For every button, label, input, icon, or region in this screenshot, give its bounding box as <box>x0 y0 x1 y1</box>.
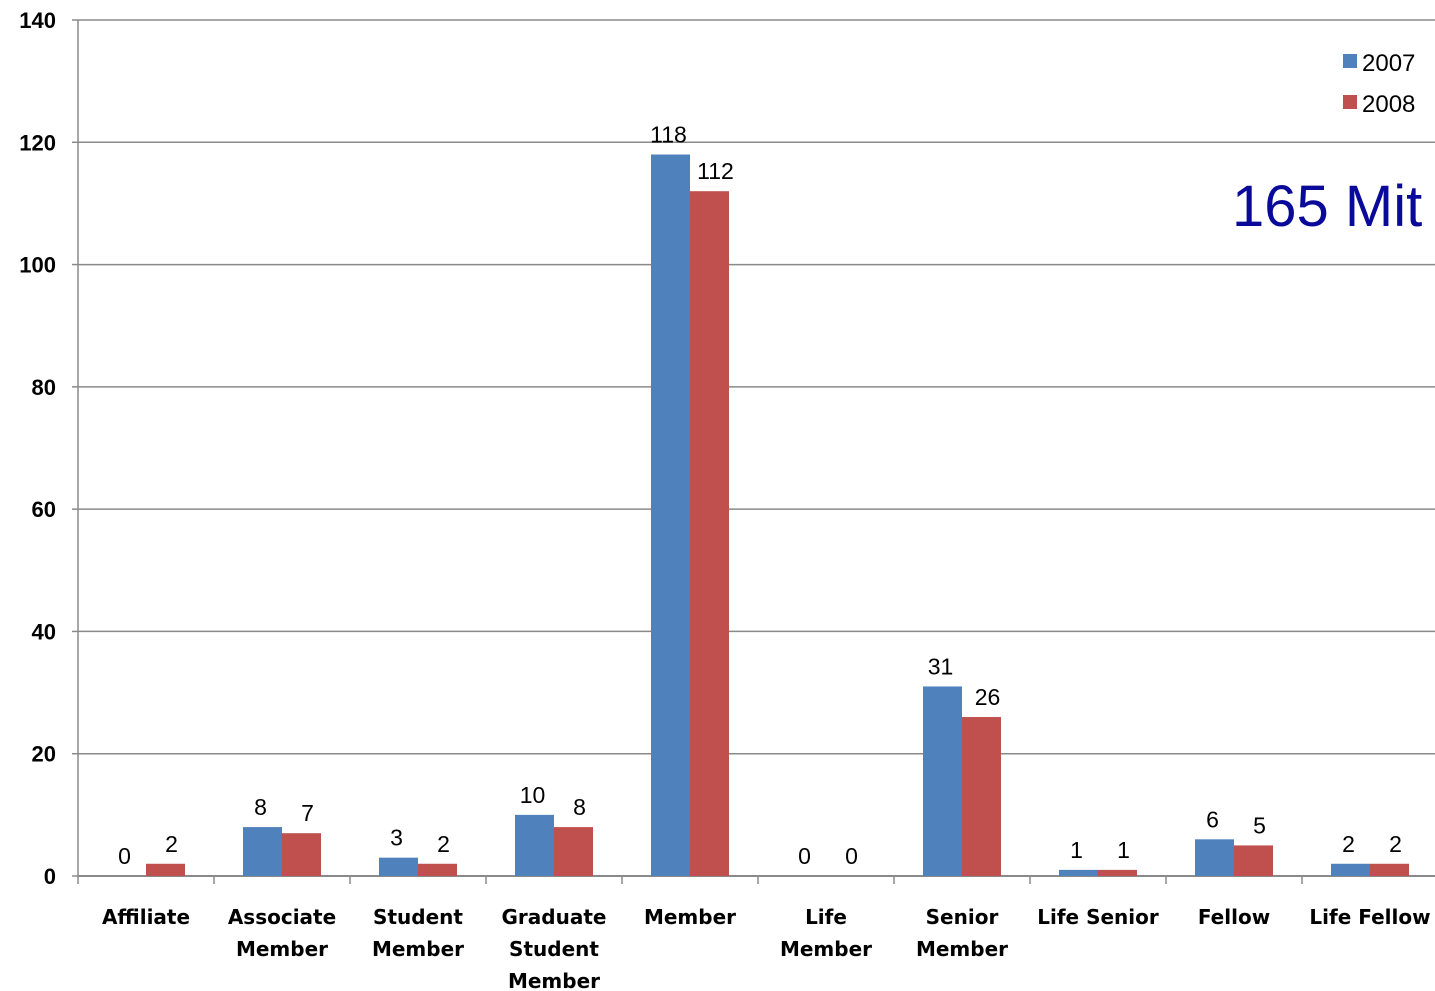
y-tick-label: 140 <box>19 8 56 33</box>
data-label: 10 <box>520 782 546 808</box>
data-label: 2 <box>437 831 450 857</box>
bar-2007 <box>243 827 282 876</box>
bar-2007 <box>1195 839 1234 876</box>
data-label: 112 <box>697 158 734 184</box>
data-labels: 0 2 8 7 3 2 10 8 118 112 0 0 31 26 1 1 6 5 2 2 <box>118 122 1402 869</box>
legend: 2007 2008 <box>1343 50 1415 118</box>
bar-2008 <box>1098 869 1137 876</box>
category-label: Associate Member <box>228 905 336 961</box>
legend-label: 2007 <box>1362 50 1415 77</box>
data-label: 1 <box>1117 837 1130 863</box>
data-label: 118 <box>650 122 687 148</box>
data-label: 8 <box>254 794 267 820</box>
data-label: 5 <box>1253 812 1266 838</box>
legend-swatch <box>1343 54 1357 68</box>
legend-label: 2008 <box>1362 91 1415 118</box>
y-tick-label: 0 <box>44 864 56 889</box>
bar-2007 <box>515 814 554 876</box>
y-tick-label: 60 <box>32 497 56 522</box>
bars <box>146 154 1409 876</box>
bar-2008 <box>962 717 1001 876</box>
data-label: 26 <box>975 684 1001 710</box>
data-label: 7 <box>301 800 314 826</box>
category-label: Student Member <box>372 905 464 961</box>
category-label: Graduate Student Member <box>502 905 607 991</box>
category-label: Member <box>644 905 736 929</box>
data-label: 0 <box>798 843 811 869</box>
category-label: Life Fellow <box>1309 905 1430 929</box>
y-tick-label: 100 <box>19 253 56 278</box>
data-label: 31 <box>928 653 954 679</box>
bar-2007 <box>1059 869 1098 876</box>
category-label: Life Senior <box>1037 905 1159 929</box>
category-label: Life Member <box>780 905 872 961</box>
data-label: 0 <box>845 843 858 869</box>
bar-2008 <box>1370 863 1409 876</box>
y-tick-label: 40 <box>32 619 56 644</box>
bar-2008 <box>282 833 321 876</box>
overlay-title-fragment: 165 Mit <box>1232 174 1422 239</box>
bar-2008 <box>1234 845 1273 876</box>
y-tick-label: 20 <box>32 742 56 767</box>
data-label: 2 <box>1342 831 1355 857</box>
bar-2008 <box>690 191 729 876</box>
bar-2008 <box>146 863 185 876</box>
data-label: 1 <box>1070 837 1083 863</box>
category-label: Fellow <box>1198 905 1270 929</box>
y-tick-label: 120 <box>19 130 56 155</box>
bar-2007 <box>923 686 962 876</box>
data-label: 6 <box>1206 806 1219 832</box>
data-label: 8 <box>573 794 586 820</box>
data-label: 2 <box>1389 831 1402 857</box>
bar-2008 <box>554 827 593 876</box>
category-labels: Affiliate Associate Member Student Member Gra… <box>102 905 1431 991</box>
data-label: 3 <box>390 825 403 851</box>
data-label: 2 <box>165 831 178 857</box>
bar-2007 <box>651 154 690 876</box>
legend-swatch <box>1343 95 1357 109</box>
category-label: Affiliate <box>102 905 190 929</box>
bar-2007 <box>379 857 418 876</box>
bar-2007 <box>1331 863 1370 876</box>
data-label: 0 <box>118 843 131 869</box>
y-tick-label: 80 <box>32 375 56 400</box>
gridlines <box>78 19 1435 755</box>
category-label: Senior Member <box>916 905 1008 961</box>
bar-2008 <box>418 863 457 876</box>
